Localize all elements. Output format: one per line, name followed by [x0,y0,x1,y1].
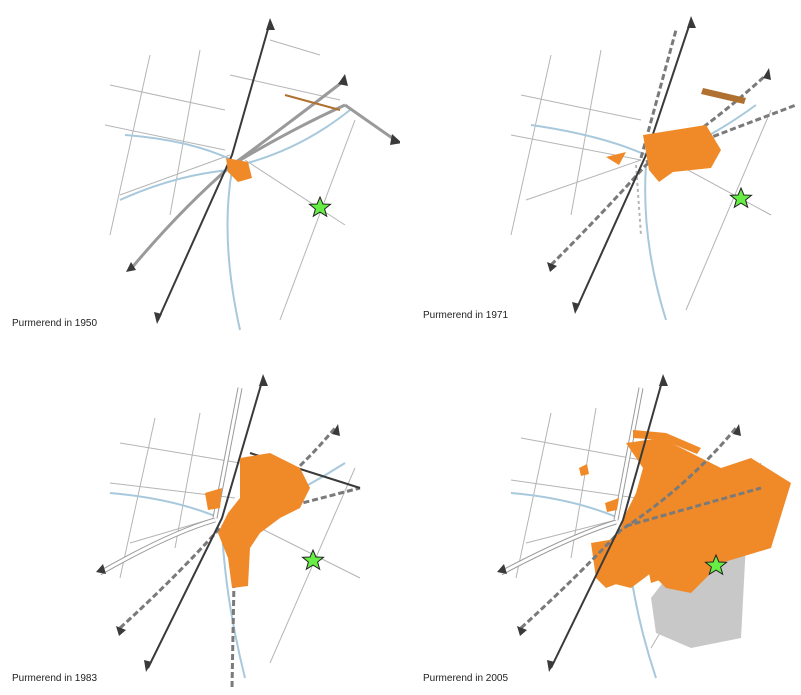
arrow-head-icon [390,134,400,145]
arrow-head-icon [687,16,696,28]
urban-area [205,488,222,510]
urban-area [633,430,701,454]
secondary-roads [98,387,243,576]
arrow-head-icon [116,626,126,636]
arrow-head-icon [763,68,771,80]
arrow-head-icon [497,564,507,574]
arrow-head-icon [572,302,580,314]
urban-area [226,158,252,182]
arrow-head-icon [332,424,340,436]
arrow-head-icon [733,424,741,436]
urban-area [643,125,721,182]
map-1971 [510,16,797,321]
map-caption: Purmerend in 2005 [423,673,509,684]
urban-area [591,538,621,588]
arrow-head-icon [547,660,555,672]
waterways [109,462,346,679]
secondary-road-fill [500,387,643,575]
minor-roads [104,39,356,321]
map-panel-2005: Purmerend in 2005 [401,348,801,695]
arrow-head-icon [517,626,527,636]
map-1950 [104,18,400,331]
main-roads [575,19,692,311]
urban-area [606,152,626,165]
railway-segment [284,94,341,111]
arrow-head-icon [259,374,268,386]
map-caption: Purmerend in 1971 [423,310,509,321]
secondary-roads [128,78,396,271]
arrow-head-icon [547,262,557,272]
map-caption: Purmerend in 1950 [12,318,98,329]
arrow-head-icon [126,262,136,272]
arrow-head-icon [266,18,275,30]
arrow-head-icon [96,564,106,574]
minor-roads [510,49,772,311]
urban-area [218,453,310,588]
map-panel-1983: Purmerend in 1983 [0,348,400,695]
arrow-head-icon [144,660,152,672]
map-panel-1950: Purmerend in 1950 [0,0,400,347]
map-caption: Purmerend in 1983 [12,673,98,684]
main-roads [157,21,271,321]
main-roads [550,377,664,669]
map-2005 [497,374,791,679]
arrow-head-icon [154,312,162,324]
waterways [119,109,351,331]
star-icon [704,553,728,576]
star-icon [301,548,325,571]
arrow-head-icon [659,374,668,386]
star-icon [729,186,753,209]
railways [519,427,762,630]
map-panel-1971: Purmerend in 1971 [401,0,801,347]
urban-area [579,464,589,476]
map-1983 [96,374,361,689]
star-icon [308,195,332,218]
arrow-head-icon [338,74,348,86]
secondary-road-fill [99,387,242,575]
railway-segment [701,88,746,104]
urban-area [605,498,619,512]
